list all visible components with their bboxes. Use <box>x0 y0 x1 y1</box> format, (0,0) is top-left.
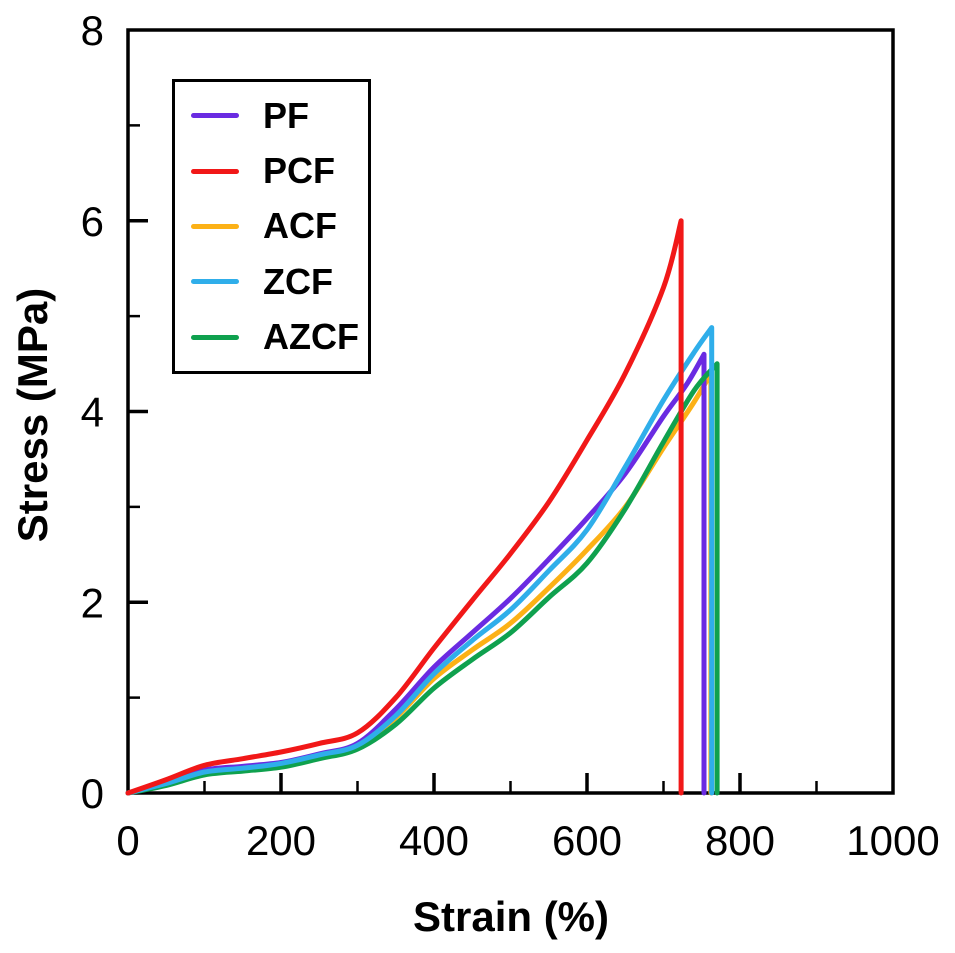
legend-item-zcf: ZCF <box>191 260 368 302</box>
curve-PCF <box>125 218 684 796</box>
curve-ZCF <box>125 325 715 796</box>
legend: PF PCF ACF ZCF AZCF <box>172 79 371 374</box>
legend-item-pf: PF <box>191 94 368 136</box>
x-tick-label-0: 0 <box>116 817 139 864</box>
y-tick-label-4: 4 <box>81 389 104 436</box>
legend-label-pcf: PCF <box>263 150 335 192</box>
y-tick-label-8: 8 <box>81 7 104 54</box>
legend-swatch-pf <box>191 113 239 119</box>
y-tick-label-0: 0 <box>81 770 104 817</box>
legend-swatch-acf <box>191 223 239 229</box>
x-tick-label-400: 400 <box>399 817 469 864</box>
legend-swatch-pcf <box>191 168 239 174</box>
x-tick-label-200: 200 <box>246 817 316 864</box>
x-tick-label-1000: 1000 <box>846 817 939 864</box>
legend-swatch-zcf <box>191 279 239 285</box>
legend-item-pcf: PCF <box>191 153 368 189</box>
legend-item-acf: ACF <box>191 208 368 244</box>
x-axis-title: Strain (%) <box>412 893 610 940</box>
legend-label-azcf: AZCF <box>263 316 359 358</box>
y-tick-label-6: 6 <box>81 198 104 245</box>
legend-label-acf: ACF <box>263 205 337 247</box>
legend-swatch-azcf <box>191 334 239 340</box>
x-tick-label-800: 800 <box>705 817 775 864</box>
curve-ACF <box>125 370 714 796</box>
legend-label-zcf: ZCF <box>263 260 333 302</box>
curve-PF <box>125 351 707 796</box>
y-axis-title: Stress (MPa) <box>9 287 56 543</box>
y-tick-label-2: 2 <box>81 579 104 626</box>
x-tick-label-600: 600 <box>552 817 622 864</box>
curve-AZCF <box>125 361 720 796</box>
legend-label-pf: PF <box>263 94 310 136</box>
legend-item-azcf: AZCF <box>191 319 368 355</box>
